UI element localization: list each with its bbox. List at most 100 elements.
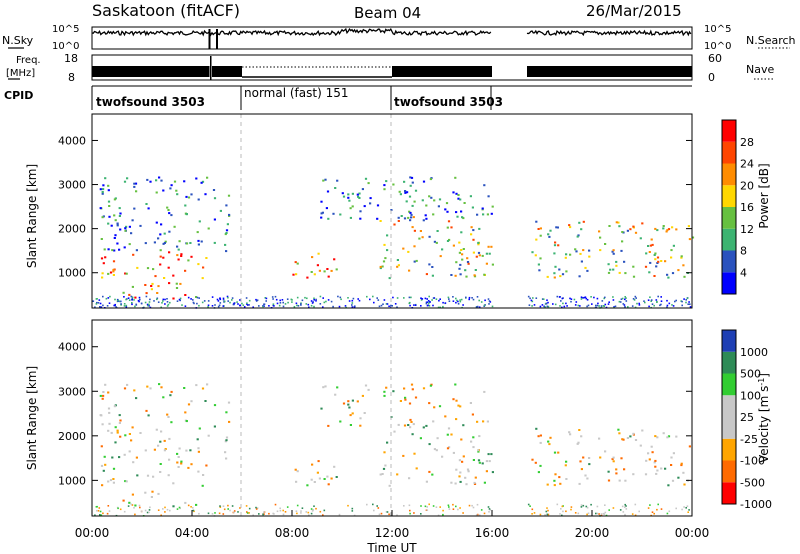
power-cell-594 — [414, 189, 418, 192]
power-cell-829 — [620, 249, 623, 252]
velocity-noise-198 — [547, 509, 549, 512]
x-tick-label-0: 00:00 — [75, 526, 110, 540]
velocity-cell-126 — [189, 449, 192, 452]
power-cell-388 — [491, 263, 494, 266]
velocity-noise-407 — [488, 511, 490, 513]
power-noise-497 — [689, 306, 692, 308]
power-noise-478 — [408, 296, 411, 299]
power-cell-125 — [189, 242, 192, 244]
power-noise-144 — [226, 295, 229, 298]
power-cell-530 — [457, 194, 460, 196]
velocity-noise-379 — [219, 505, 221, 507]
power-cell-420 — [431, 266, 434, 268]
power-cell-151 — [155, 179, 158, 182]
velocity-cell-182 — [198, 427, 201, 430]
velocity-cell-873 — [683, 483, 686, 486]
velocity-noise-430 — [437, 514, 440, 517]
velocity-cell-460 — [446, 433, 449, 436]
velocity-cell-480 — [441, 455, 444, 458]
velocity-cell-413 — [472, 459, 475, 461]
power-cell-575 — [351, 192, 354, 195]
power-cell-881 — [546, 275, 549, 278]
velocity-cell-12 — [132, 461, 135, 464]
power-noise-135 — [351, 299, 354, 302]
velocity-noise-420 — [178, 506, 181, 509]
power-noise-112 — [131, 296, 134, 299]
velocity-cell-642 — [363, 412, 366, 414]
velocity-noise-28 — [590, 503, 592, 506]
velocity-cell-690 — [553, 484, 556, 487]
velocity-cell-808 — [557, 451, 560, 454]
velocity-noise-149 — [284, 511, 287, 513]
power-cell-845 — [579, 252, 582, 255]
power-cell-745 — [538, 269, 541, 272]
velocity-cell-16 — [124, 480, 127, 483]
velocity-noise-37 — [413, 512, 415, 514]
nsky-trace — [91, 27, 692, 49]
power-cell-615 — [408, 195, 412, 198]
power-cell-134 — [133, 185, 136, 188]
power-cell-92 — [156, 292, 159, 294]
power-cell-62 — [159, 263, 162, 266]
power-cell-340 — [326, 268, 329, 270]
velocity-noise-19 — [547, 513, 550, 516]
power-cell-875 — [586, 269, 589, 272]
power-noise-440 — [264, 297, 267, 299]
velocity-noise-55 — [108, 510, 111, 512]
power-cell-80 — [144, 284, 147, 286]
velocity-cell-676 — [618, 479, 621, 482]
velocity-cell-529 — [392, 390, 395, 393]
velocity-noise-478 — [408, 504, 411, 507]
power-noise-140 — [391, 305, 393, 307]
power-noise-216 — [222, 297, 225, 300]
velocity-cell-192 — [225, 436, 229, 439]
power-noise-263 — [263, 305, 265, 307]
velocity-noise-415 — [279, 509, 282, 512]
power-noise-250 — [432, 304, 434, 307]
velocity-noise-455 — [227, 504, 229, 507]
velocity-cell-544 — [322, 386, 325, 389]
cpid-label: CPID — [4, 89, 33, 102]
power-noise-277 — [583, 296, 586, 299]
power-cell-414 — [388, 277, 391, 280]
power-noise-300 — [327, 299, 330, 301]
power-noise-254 — [241, 302, 243, 305]
power-cell-712 — [539, 234, 542, 237]
power-cell-403 — [422, 219, 425, 222]
power-noise-409 — [138, 300, 140, 303]
velocity-cell-347 — [311, 463, 314, 466]
velocity-cell-22 — [205, 464, 208, 467]
power-noise-432 — [624, 298, 626, 301]
power-cell-323 — [294, 261, 297, 264]
power-noise-19 — [547, 305, 550, 308]
power-noise-127 — [222, 305, 225, 307]
power-noise-485 — [117, 299, 119, 302]
power-cell-858 — [653, 275, 656, 277]
power-cbar-tick-6: 28 — [740, 136, 754, 149]
power-cell-239 — [104, 177, 107, 180]
power-cell-500 — [439, 255, 442, 258]
power-cell-820 — [615, 260, 618, 263]
velocity-cell-740 — [576, 442, 579, 445]
velocity-noise-450 — [647, 507, 650, 509]
velocity-cell-658 — [411, 388, 414, 391]
velocity-cell-300 — [126, 383, 129, 386]
velocity-cell-76 — [172, 505, 175, 508]
velocity-noise-488 — [527, 503, 530, 506]
power-noise-211 — [539, 305, 542, 308]
velocity-noise-320 — [586, 513, 588, 516]
velocity-cell-133 — [178, 447, 181, 450]
power-cell-554 — [428, 195, 431, 198]
velocity-cell-448 — [477, 449, 480, 452]
power-noise-150 — [542, 298, 545, 300]
velocity-cell-578 — [364, 384, 368, 387]
power-cell-368 — [462, 217, 465, 220]
power-cell-870 — [655, 265, 658, 268]
power-noise-57 — [674, 300, 676, 303]
power-cell-634 — [325, 207, 328, 210]
power-cell-488 — [425, 273, 428, 276]
power-cell-831 — [615, 264, 618, 267]
power-noise-76 — [337, 295, 339, 298]
power-noise-171 — [648, 305, 650, 308]
power-noise-270 — [545, 302, 548, 305]
